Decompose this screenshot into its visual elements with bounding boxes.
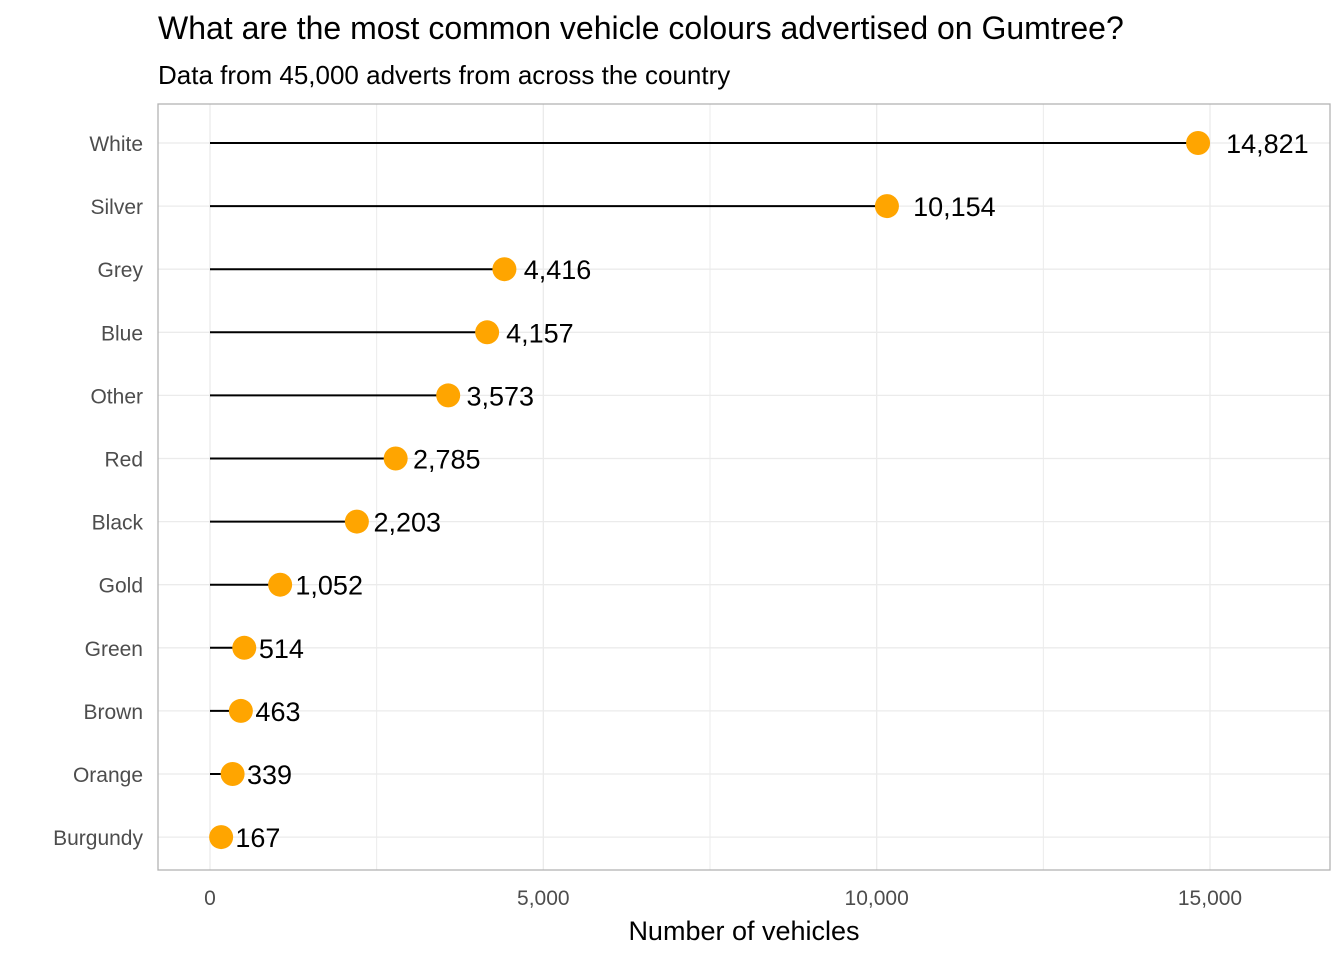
lollipop-point (220, 762, 245, 786)
data-label: 167 (235, 823, 280, 853)
x-axis-title: Number of vehicles (628, 916, 859, 946)
x-tick-label: 0 (204, 887, 216, 910)
data-label: 10,154 (913, 192, 996, 222)
data-labels: 14,821 10,154 4,416 4,157 3,573 2,785 2,203 1,0… (235, 129, 1308, 853)
data-label: 14,821 (1226, 129, 1309, 159)
data-label: 2,203 (374, 508, 442, 538)
chart-subtitle: Data from 45,000 adverts from across the… (158, 60, 731, 90)
x-tick-label: 15,000 (1178, 887, 1242, 910)
lollipop-point (492, 257, 517, 282)
data-label: 4,157 (506, 318, 574, 348)
lollipop-point (344, 509, 369, 534)
x-tick-label: 10,000 (845, 887, 909, 910)
y-tick-label: Blue (101, 322, 143, 345)
y-tick-label: Grey (97, 259, 143, 282)
lollipop-point (228, 698, 253, 723)
y-tick-label: Other (90, 385, 143, 408)
data-label: 1,052 (295, 571, 363, 601)
data-label: 4,416 (524, 255, 592, 285)
y-tick-label: Orange (73, 764, 143, 787)
panel-border (157, 103, 1331, 871)
chart-title: What are the most common vehicle colours… (158, 10, 1124, 46)
lollipop-point (232, 635, 257, 660)
y-tick-label: Red (104, 449, 143, 472)
gridlines (158, 104, 1330, 870)
data-label: 2,785 (413, 445, 481, 475)
y-tick-label: Brown (83, 701, 143, 724)
x-axis-labels: 0 5,000 10,000 15,000 (204, 887, 1242, 910)
y-tick-label: Burgundy (53, 827, 143, 850)
y-tick-label: Green (85, 638, 143, 661)
lollipop-point (475, 320, 500, 345)
lollipop-point (874, 194, 899, 219)
y-tick-label: White (89, 133, 143, 156)
y-tick-label: Silver (90, 196, 143, 219)
lollipop-point (209, 825, 234, 850)
y-axis-labels: White Silver Grey Blue Other Red Black Gold Gree… (53, 133, 143, 850)
lollipop-series (209, 131, 1211, 850)
lollipop-point (383, 446, 408, 471)
x-tick-label: 5,000 (517, 887, 570, 910)
data-label: 339 (247, 760, 292, 790)
y-tick-label: Black (92, 512, 144, 535)
lollipop-point (436, 383, 461, 408)
data-label: 3,573 (466, 381, 534, 411)
lollipop-point (1186, 131, 1211, 155)
data-label: 514 (259, 634, 304, 664)
y-tick-label: Gold (99, 575, 143, 598)
data-label: 463 (255, 697, 300, 727)
lollipop-point (268, 572, 293, 597)
